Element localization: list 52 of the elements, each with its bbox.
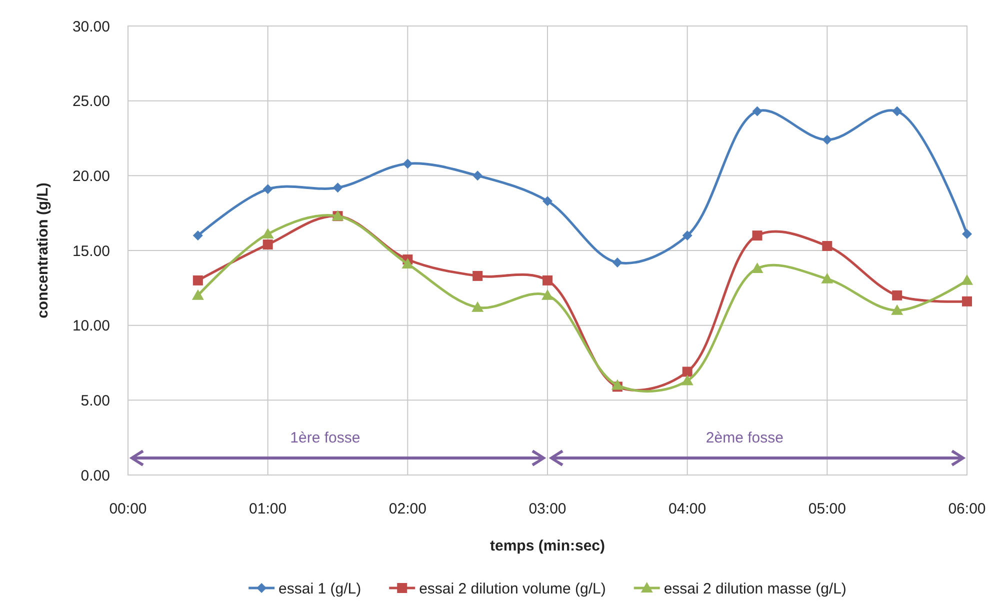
- point: [822, 134, 832, 145]
- y-tick-label: 10.00: [72, 318, 110, 335]
- point: [402, 158, 413, 169]
- point: [961, 274, 973, 285]
- point: [472, 270, 483, 281]
- x-tick-label: 02:00: [388, 500, 426, 518]
- legend-label: essai 1 (g/L): [278, 580, 362, 598]
- x-tick-label: 06:00: [948, 500, 986, 518]
- point: [192, 230, 203, 241]
- x-tick-label: 00:00: [109, 500, 147, 518]
- point: [262, 228, 274, 239]
- legend-label: essai 2 dilution masse (g/L): [664, 580, 846, 598]
- point: [752, 106, 762, 116]
- point: [891, 304, 904, 315]
- point: [262, 184, 273, 194]
- y-tick-label: 0.00: [80, 467, 110, 484]
- point: [192, 289, 204, 300]
- y-tick-label: 15.00: [72, 242, 110, 260]
- x-axis-title: temps (min:sec): [490, 537, 606, 554]
- y-tick-label: 20.00: [72, 168, 110, 185]
- point: [962, 229, 972, 240]
- x-tick-label: 03:00: [528, 500, 566, 518]
- y-tick-label: 5.00: [80, 392, 110, 410]
- annotation: 1ère fosse: [290, 429, 360, 446]
- point: [751, 262, 764, 273]
- point: [681, 374, 694, 386]
- point: [682, 366, 692, 377]
- point: [892, 290, 902, 300]
- point: [262, 240, 273, 250]
- x-tick-label: 05:00: [808, 500, 846, 518]
- point: [611, 379, 624, 390]
- point: [821, 272, 834, 284]
- point: [542, 275, 552, 286]
- point: [962, 296, 972, 306]
- point: [752, 230, 762, 241]
- point: [822, 241, 832, 252]
- point: [542, 289, 554, 300]
- point: [682, 230, 692, 241]
- y-tick-label: 30.00: [72, 18, 110, 36]
- point: [892, 106, 902, 116]
- x-tick-label: 01:00: [249, 500, 287, 518]
- y-axis-title: concentration (g/L): [34, 182, 52, 318]
- annotation: 2ème fosse: [706, 429, 784, 446]
- point: [472, 170, 483, 181]
- point: [192, 275, 203, 286]
- legend-label: essai 2 dilution volume (g/L): [419, 580, 606, 598]
- y-tick-label: 25.00: [72, 93, 110, 110]
- point: [612, 257, 622, 268]
- point: [472, 301, 484, 312]
- point: [332, 182, 343, 193]
- point: [542, 196, 552, 206]
- x-tick-label: 04:00: [668, 500, 706, 518]
